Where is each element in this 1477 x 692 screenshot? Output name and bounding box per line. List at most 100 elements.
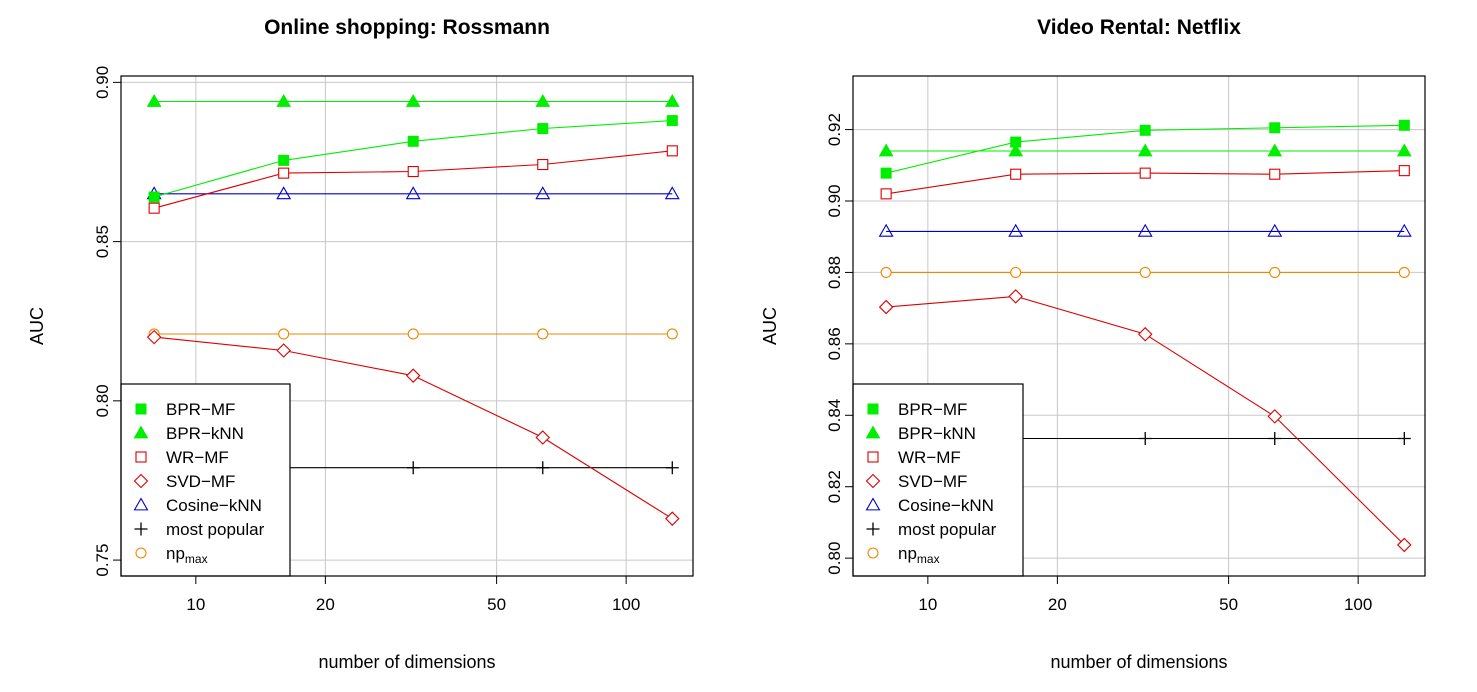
legend-item: BPR−kNN [865, 424, 976, 443]
legend-label: npmax [166, 544, 208, 566]
axes: 10 20 50 100 0.80 0.82 0.84 0.86 0.88 0.90 0.92 [825, 75, 1426, 614]
data-point [276, 93, 292, 107]
legend-label-text: BPR−MF [898, 400, 967, 419]
legend-box [852, 383, 1024, 577]
legend-item: BPR−MF [135, 400, 235, 419]
data-point [146, 93, 162, 107]
plot-frame [852, 75, 1426, 577]
legend-marker [865, 425, 881, 439]
legend-item: Cosine−kNN [133, 496, 262, 515]
data-point [1139, 124, 1151, 136]
chart-title: Video Rental: Netflix [1037, 16, 1241, 39]
y-tick-label: 0.92 [825, 113, 844, 146]
x-tick-label: 20 [1048, 595, 1067, 614]
legend-item: most popular [134, 520, 265, 539]
legend-label: SVD−MF [166, 472, 235, 491]
x-tick-label: 10 [186, 595, 205, 614]
legend-label-text: BPR−kNN [166, 424, 244, 443]
data-point [1267, 223, 1283, 237]
y-tick-label: 0.82 [825, 470, 844, 503]
legend-marker [133, 497, 149, 511]
legend-marker [134, 522, 148, 536]
legend-label-text: np [898, 544, 917, 563]
data-point [1267, 409, 1283, 424]
legend-label-text: SVD−MF [898, 472, 967, 491]
data-point [666, 328, 678, 340]
legend-marker [867, 451, 879, 463]
legend-label-text: most popular [898, 520, 997, 539]
data-point [407, 165, 419, 178]
legend-label: BPR−kNN [898, 424, 976, 443]
y-tick-label: 0.90 [825, 184, 844, 217]
data-point [1268, 432, 1282, 445]
data-point [148, 191, 160, 203]
data-point [535, 93, 551, 107]
data-point [537, 123, 549, 135]
data-point [278, 328, 290, 340]
series-bpr-knn [146, 93, 680, 107]
data-point [664, 186, 680, 200]
legend-label: BPR−kNN [166, 424, 244, 443]
data-point [537, 158, 549, 171]
legend-label-subscript: max [917, 552, 940, 566]
x-axis-label: number of dimensions [1050, 652, 1227, 672]
series-cosine-knn [146, 186, 680, 200]
data-point [407, 135, 419, 147]
data-point [1269, 266, 1281, 278]
legend-label-text: most popular [166, 520, 265, 539]
data-point [880, 167, 892, 179]
axes: 10 20 50 100 0.75 0.80 0.85 0.90 [93, 66, 694, 614]
series-svd-mf [146, 329, 680, 526]
legend-marker [866, 522, 880, 536]
legend-label: most popular [166, 520, 265, 539]
legend-item: Cosine−kNN [865, 496, 994, 515]
legend-item: BPR−MF [867, 400, 967, 419]
legend-label-text: BPR−kNN [898, 424, 976, 443]
legend-marker [135, 451, 147, 463]
series-cosine-knn [878, 223, 1412, 237]
plot-frame [120, 75, 694, 577]
data-point [537, 328, 549, 340]
y-tick-label: 0.80 [93, 384, 112, 417]
x-tick-label: 100 [612, 595, 640, 614]
x-tick-label: 20 [316, 595, 335, 614]
legend-label: WR−MF [166, 448, 229, 467]
data-point [1397, 432, 1411, 445]
chart-panel-netflix: Video Rental: Netflix number of dimensio… [760, 16, 1426, 672]
y-tick-label: 0.75 [93, 544, 112, 577]
data-point [1137, 143, 1153, 157]
data-point [880, 266, 892, 278]
data-point [666, 115, 678, 127]
legend-item: most popular [866, 520, 997, 539]
legend-item: npmax [867, 544, 940, 566]
data-point [878, 143, 894, 157]
legend-label: BPR−MF [166, 400, 235, 419]
legend-marker [865, 473, 881, 489]
data-point [1398, 165, 1410, 177]
data-point [878, 223, 894, 237]
series-bpr-knn [878, 143, 1412, 157]
data-point [1008, 223, 1024, 237]
x-tick-label: 50 [1219, 595, 1238, 614]
data-point [1008, 143, 1024, 157]
data-point [405, 368, 421, 383]
data-point [1008, 289, 1023, 304]
data-point [536, 461, 550, 475]
legend: BPR−MF BPR−kNN WR−MF SVD−MF Cosine−kNN most p… [120, 383, 291, 577]
data-point [666, 145, 678, 157]
x-axis-label: number of dimensions [318, 652, 495, 672]
series-bpr-mf [880, 119, 1410, 179]
data-point [1396, 223, 1412, 237]
data-point [1010, 266, 1022, 278]
legend-marker [865, 497, 881, 511]
data-point [406, 461, 420, 475]
y-tick-label: 0.85 [93, 225, 112, 258]
series-layer [146, 93, 680, 526]
legend: BPR−MF BPR−kNN WR−MF SVD−MF Cosine−kNN most p… [852, 383, 1024, 577]
legend-item: WR−MF [867, 448, 961, 467]
data-point [665, 461, 679, 475]
y-tick-label: 0.88 [825, 256, 844, 289]
data-point [276, 186, 292, 200]
x-tick-label: 50 [487, 595, 506, 614]
